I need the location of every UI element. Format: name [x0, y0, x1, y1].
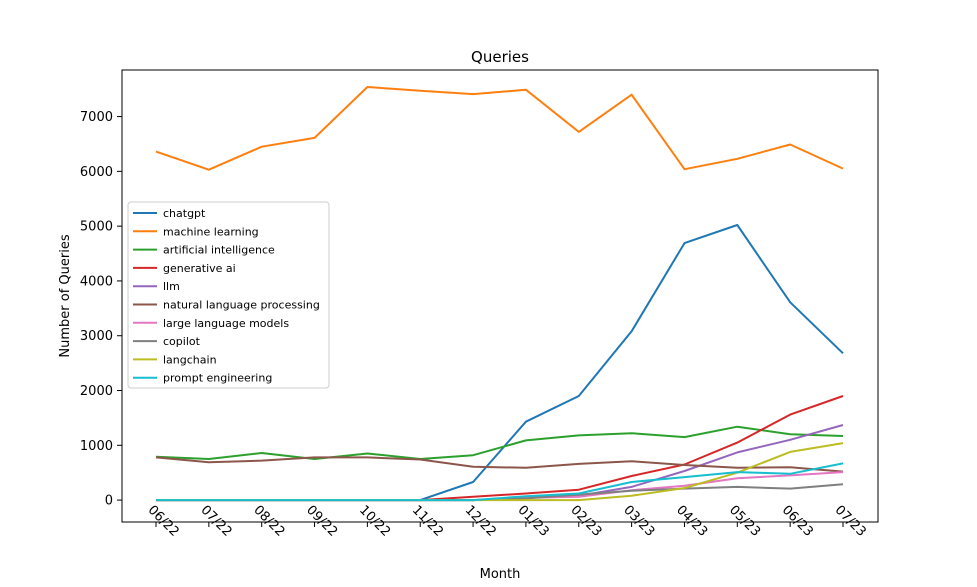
legend-label: machine learning [163, 225, 259, 238]
legend-item: machine learning [133, 225, 259, 238]
legend-label: llm [163, 280, 180, 293]
legend-item: copilot [133, 335, 201, 348]
legend-label: copilot [163, 335, 201, 348]
legend-label: large language models [163, 317, 289, 330]
y-tick-label: 6000 [80, 165, 113, 180]
y-tick-label: 7000 [80, 110, 113, 125]
legend-item: artificial intelligence [133, 244, 275, 257]
plot-area [155, 86, 844, 502]
x-axis-label: Month [480, 567, 521, 582]
legend-item: llm [133, 280, 180, 293]
y-tick-label: 5000 [80, 220, 113, 235]
plot-frame [121, 69, 879, 523]
legend-item: large language models [133, 317, 289, 330]
y-axis-label: Number of Queries [58, 234, 73, 357]
y-tick-label: 1000 [80, 439, 113, 454]
legend: chatgpt machine learning artificial intell… [127, 201, 330, 389]
legend-label: prompt engineering [163, 372, 272, 385]
y-tick-label: 3000 [80, 329, 113, 344]
legend-label: artificial intelligence [163, 244, 275, 257]
legend-label: chatgpt [163, 207, 206, 220]
legend-item: prompt engineering [133, 372, 272, 385]
y-tick-label: 4000 [80, 274, 113, 289]
legend-label: generative ai [163, 262, 236, 275]
y-tick-label: 2000 [80, 384, 113, 399]
legend-box [127, 201, 330, 389]
legend-label: langchain [163, 353, 217, 366]
legend-item: generative ai [133, 262, 236, 275]
series-line-1 [155, 86, 844, 171]
y-tick-label: 0 [105, 494, 113, 509]
legend-item: natural language processing [133, 299, 320, 312]
series-line-5 [155, 456, 844, 473]
legend-label: natural language processing [163, 299, 320, 312]
series-line-9 [156, 462, 844, 502]
series-line-2 [155, 425, 844, 460]
legend-item: chatgpt [133, 207, 206, 220]
chart-title: Queries [471, 48, 529, 66]
legend-item: langchain [133, 353, 217, 366]
y-axis: 0 1000 2000 3000 4000 5000 6000 7000 [80, 110, 122, 509]
